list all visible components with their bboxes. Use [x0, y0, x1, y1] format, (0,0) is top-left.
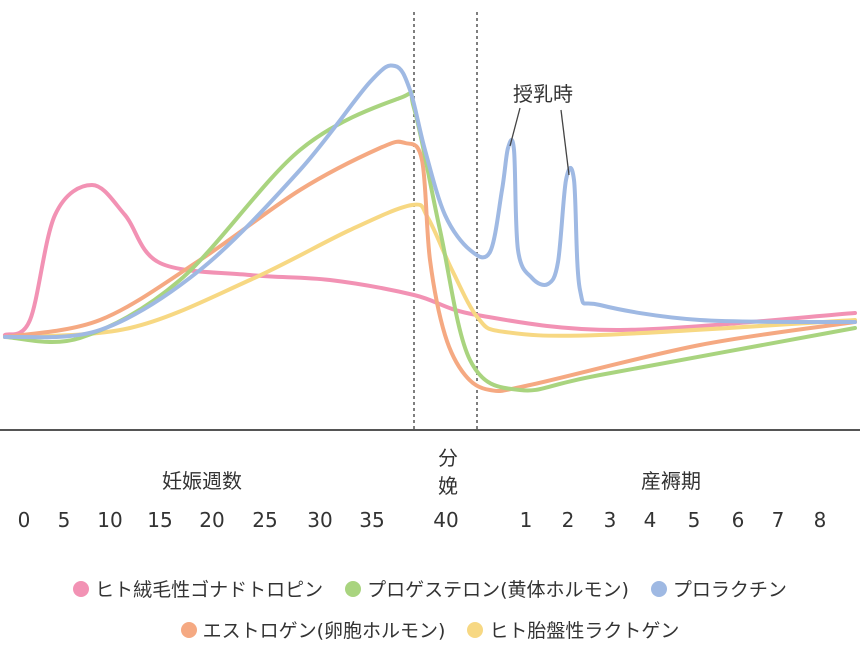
- legend-hcg: ヒト絨毛性ゴナドトロピン: [73, 575, 323, 602]
- tick-label-week: 10: [97, 508, 123, 532]
- curve-hcg: [3, 182, 857, 337]
- breastfeeding-annotation: 授乳時: [513, 82, 573, 106]
- legend-progesterone: プロゲステロン(黄体ホルモン): [345, 575, 629, 602]
- legend-label: ヒト絨毛性ゴナドトロピン: [95, 579, 324, 601]
- legend-hpl: ヒト胎盤性ラクトゲン: [467, 616, 679, 643]
- legend-prolactin: プロラクチン: [650, 575, 787, 602]
- tick-label-week: 35: [359, 508, 385, 532]
- annotation-pointer-2: [560, 109, 570, 176]
- annotation-pointer-1: [509, 107, 521, 147]
- legend-dot-icon: [650, 580, 667, 597]
- delivery-label-1: 分: [438, 446, 458, 470]
- legend-dot-icon: [73, 580, 90, 597]
- tick-label-week: 15: [147, 508, 173, 532]
- tick-label-postpartum-week: 4: [643, 508, 657, 532]
- legend-estrogen: エストロゲン(卵胞ホルモン): [180, 616, 446, 643]
- legend-label: エストロゲン(卵胞ホルモン): [202, 620, 446, 642]
- tick-label-week: 20: [199, 508, 225, 532]
- legend-dot-icon: [467, 621, 484, 638]
- tick-label-week: 5: [57, 508, 71, 532]
- postpartum-label: 産褥期: [641, 469, 701, 493]
- tick-label-postpartum-week: 6: [731, 508, 745, 532]
- tick-label-week: 0: [17, 508, 31, 532]
- tick-label-postpartum-week: 5: [687, 508, 701, 532]
- legend-label: プロゲステロン(黄体ホルモン): [367, 579, 629, 601]
- tick-label-postpartum-week: 7: [771, 508, 785, 532]
- pregnancy-weeks-label: 妊娠週数: [162, 469, 242, 493]
- legend-label: ヒト胎盤性ラクトゲン: [489, 620, 680, 642]
- tick-label-week: 25: [252, 508, 278, 532]
- tick-label-postpartum-week: 8: [813, 508, 827, 532]
- tick-label-postpartum-week: 1: [519, 508, 533, 532]
- tick-label-postpartum-week: 3: [603, 508, 617, 532]
- delivery-label-2: 娩: [438, 474, 458, 498]
- tick-label-week: 40: [433, 508, 459, 532]
- legend-dot-icon: [345, 580, 362, 597]
- curve-prolactin: [3, 63, 857, 340]
- legend-dot-icon: [180, 621, 197, 638]
- tick-label-postpartum-week: 2: [561, 508, 575, 532]
- tick-label-week: 30: [307, 508, 333, 532]
- legend-label: プロラクチン: [672, 579, 787, 601]
